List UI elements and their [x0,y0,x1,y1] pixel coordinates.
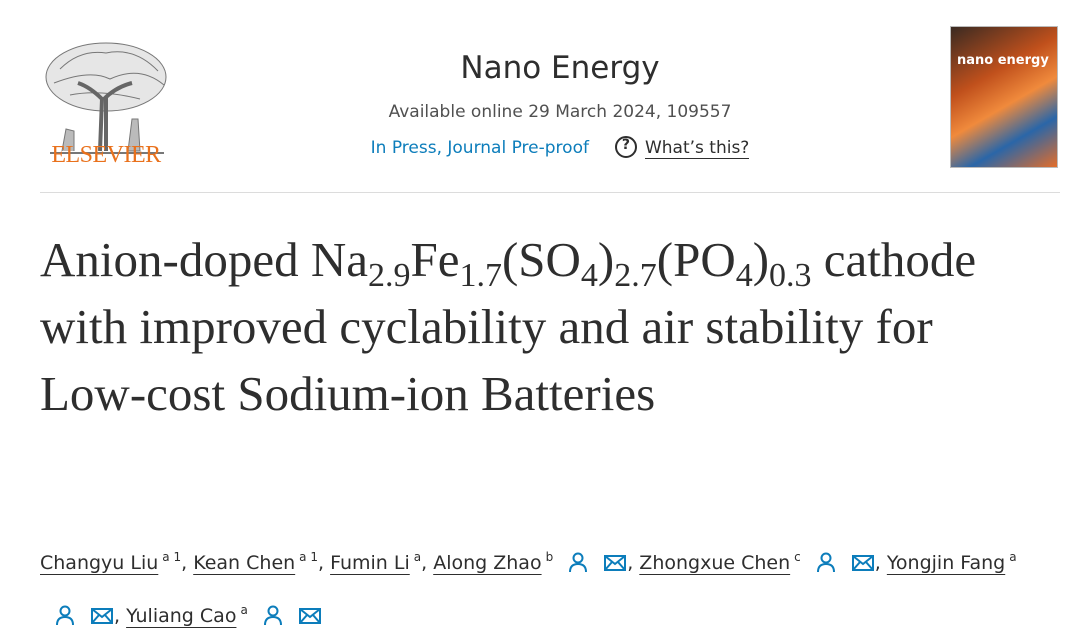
journal-title[interactable]: Nano Energy [460,50,660,86]
author-name[interactable]: Changyu Liu [40,552,159,574]
cover-title: nano energy [957,53,1049,68]
author-name[interactable]: Yongjin Fang [886,552,1006,574]
affiliation: a [1009,550,1017,564]
article-title: Anion-doped Na2.9Fe1.7(SO4)2.7(PO4)0.3 c… [40,226,1050,427]
title-text: ) [752,232,770,287]
availability: Available online 29 March 2024, 109557 [388,102,732,122]
journal-cover[interactable]: nano energy [950,26,1058,168]
help-link[interactable]: What’s this? [644,138,750,159]
author-icon[interactable] [262,599,284,642]
separator: , [114,605,121,627]
email-icon[interactable] [603,546,627,589]
author-name[interactable]: Along Zhao [433,552,542,574]
author-name[interactable]: Yuliang Cao [126,605,237,627]
author: Zhongxue Chen c, [639,550,887,574]
affiliation: a [240,603,248,617]
help-icon [614,136,637,158]
author: Kean Chen a 1, [193,550,330,574]
author-icon[interactable] [54,599,76,642]
affiliation: a [413,550,422,564]
title-text: cathode with improved cyclability and ai… [40,232,977,421]
email-icon[interactable] [298,599,322,642]
author-name[interactable]: Fumin Li [330,552,410,574]
publisher: ELSEVIER [51,142,161,168]
title-text: ) [597,232,615,287]
title-text: (PO [656,232,736,287]
author: Along Zhao b, [433,550,639,574]
separator: , [317,552,325,574]
author-icon[interactable] [567,546,589,589]
author-name[interactable]: Kean Chen [193,552,296,574]
author-icon[interactable] [815,546,837,589]
affiliation: c [794,550,801,564]
email-icon[interactable] [851,546,875,589]
email-icon[interactable] [90,599,114,642]
affiliation: b [545,550,554,564]
title-text: Anion-doped Na [40,232,368,287]
status-row: In Press, Journal Pre-proof What’s this? [300,136,820,159]
affiliation: a 1 [162,550,182,564]
author: Yuliang Cao a [126,603,322,627]
title-subscript: 2.7 [614,257,657,294]
separator: , [421,552,428,574]
title-subscript: 4 [580,257,598,294]
title-text: (SO [501,232,581,287]
author: Yongjin Fang a, [40,550,1017,627]
separator: , [627,552,634,574]
title-subscript: 4 [735,257,753,294]
author-list: Changyu Liu a 1, Kean Chen a 1, Fumin Li a,… [40,536,1040,642]
title-subscript: 1.7 [459,257,502,294]
title-subscript: 0.3 [769,257,812,294]
affiliation: a 1 [299,550,318,564]
author-name[interactable]: Zhongxue Chen [639,552,791,574]
title-subscript: 2.9 [367,257,411,294]
title-text: Fe [410,232,460,287]
separator [40,192,1060,193]
status-link[interactable]: In Press, Journal Pre-proof [370,138,589,158]
separator: , [181,552,188,574]
author: Fumin Li a, [330,550,433,574]
separator: , [874,552,881,574]
elsevier-tree-logo [45,42,167,154]
author: Changyu Liu a 1, [40,550,193,574]
